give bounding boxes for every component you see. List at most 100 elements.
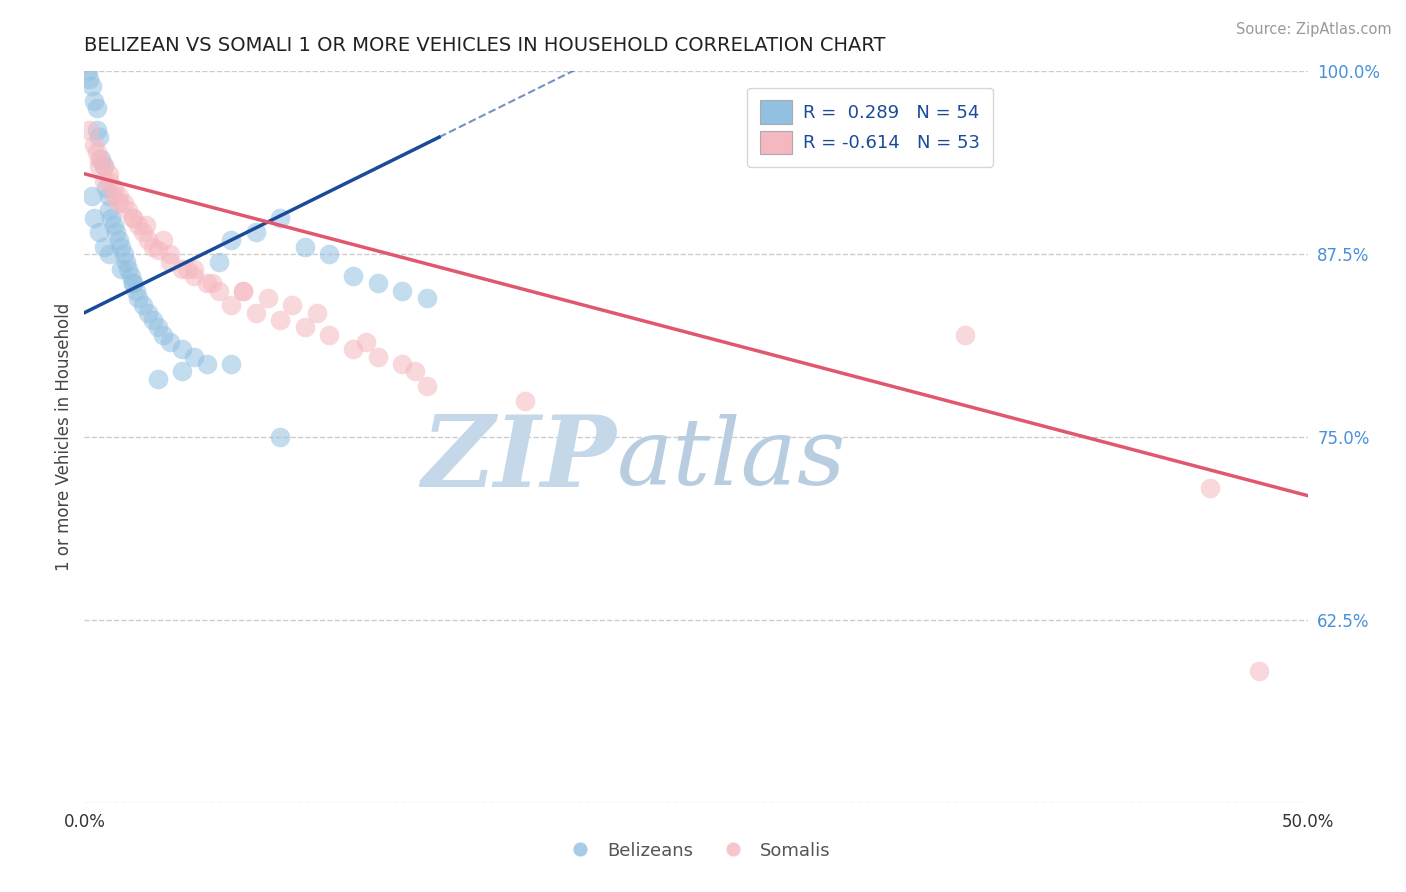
Point: [80, 78, 103, 93]
Point: [367, 277, 389, 291]
Point: [232, 284, 254, 298]
Point: [195, 357, 218, 371]
Point: [513, 393, 536, 408]
Point: [83, 137, 105, 152]
Point: [142, 313, 165, 327]
Point: [97, 174, 120, 188]
Point: [122, 211, 145, 225]
Point: [391, 284, 413, 298]
Point: [122, 277, 145, 291]
Point: [77, 123, 100, 137]
Point: [86, 101, 108, 115]
Point: [97, 167, 120, 181]
Point: [117, 261, 139, 276]
Point: [112, 196, 135, 211]
Point: [172, 364, 194, 378]
Point: [103, 181, 125, 195]
Point: [97, 188, 120, 202]
Point: [93, 160, 115, 174]
Point: [97, 203, 120, 218]
Point: [86, 123, 108, 137]
Point: [122, 211, 145, 225]
Point: [354, 334, 377, 349]
Point: [269, 211, 291, 225]
Point: [176, 261, 198, 276]
Point: [110, 261, 132, 276]
Point: [245, 225, 267, 239]
Point: [125, 284, 148, 298]
Point: [127, 291, 149, 305]
Point: [107, 233, 129, 247]
Point: [77, 64, 100, 78]
Y-axis label: 1 or more Vehicles in Household: 1 or more Vehicles in Household: [55, 303, 73, 571]
Point: [1247, 664, 1270, 678]
Point: [87, 160, 110, 174]
Point: [200, 277, 222, 291]
Point: [112, 247, 135, 261]
Point: [195, 277, 218, 291]
Point: [86, 145, 108, 159]
Text: ZIP: ZIP: [422, 411, 616, 508]
Point: [367, 350, 389, 364]
Point: [208, 284, 231, 298]
Point: [142, 240, 165, 254]
Point: [269, 313, 291, 327]
Point: [146, 320, 169, 334]
Point: [93, 160, 115, 174]
Point: [93, 240, 115, 254]
Point: [103, 218, 125, 232]
Point: [105, 225, 128, 239]
Point: [281, 298, 304, 312]
Text: atlas: atlas: [616, 414, 846, 504]
Point: [245, 306, 267, 320]
Point: [110, 240, 132, 254]
Point: [93, 174, 115, 188]
Point: [269, 430, 291, 444]
Point: [107, 188, 129, 202]
Point: [416, 291, 439, 305]
Point: [132, 225, 155, 239]
Point: [219, 233, 242, 247]
Point: [103, 188, 125, 202]
Point: [342, 269, 364, 284]
Point: [107, 196, 129, 211]
Point: [183, 269, 205, 284]
Point: [172, 343, 194, 357]
Point: [294, 240, 316, 254]
Point: [87, 225, 110, 239]
Point: [83, 211, 105, 225]
Legend: Belizeans, Somalis: Belizeans, Somalis: [554, 835, 838, 867]
Point: [83, 94, 105, 108]
Point: [416, 379, 439, 393]
Point: [257, 291, 280, 305]
Point: [127, 218, 149, 232]
Point: [208, 254, 231, 268]
Text: BELIZEAN VS SOMALI 1 OR MORE VEHICLES IN HOUSEHOLD CORRELATION CHART: BELIZEAN VS SOMALI 1 OR MORE VEHICLES IN…: [84, 36, 886, 54]
Point: [135, 218, 157, 232]
Point: [318, 327, 340, 342]
Point: [146, 243, 169, 257]
Point: [136, 233, 159, 247]
Point: [117, 203, 139, 218]
Point: [404, 364, 426, 378]
Point: [152, 327, 174, 342]
Point: [159, 247, 181, 261]
Point: [120, 269, 142, 284]
Point: [132, 298, 155, 312]
Point: [305, 306, 328, 320]
Point: [172, 261, 194, 276]
Point: [294, 320, 316, 334]
Point: [232, 284, 254, 298]
Point: [1198, 481, 1220, 495]
Point: [146, 371, 169, 385]
Point: [97, 247, 120, 261]
Point: [87, 130, 110, 145]
Point: [183, 350, 205, 364]
Point: [87, 152, 110, 166]
Point: [96, 181, 118, 195]
Point: [318, 247, 340, 261]
Point: [136, 306, 159, 320]
Point: [219, 357, 242, 371]
Point: [90, 152, 112, 166]
Point: [80, 188, 103, 202]
